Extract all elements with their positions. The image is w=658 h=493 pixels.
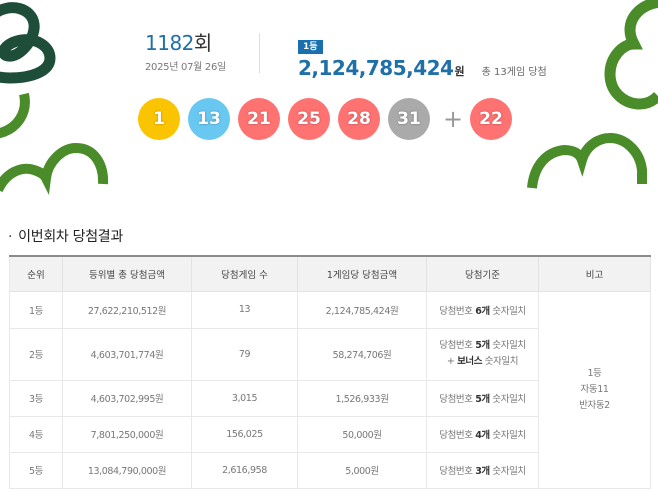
header-rank: 순위 xyxy=(9,256,63,292)
total-amount-cell: 4,603,701,774원 xyxy=(62,327,192,381)
per-game-cell: 5,000원 xyxy=(297,451,427,489)
criteria-count: 5개 xyxy=(475,340,490,351)
criteria-count: 3개 xyxy=(475,466,490,477)
rank-cell: 2등 xyxy=(9,327,63,381)
results-table: 순위 등위별 총 당첨금액 당첨게임 수 1게임당 당첨금액 당첨기준 비고 1… xyxy=(9,255,651,489)
table-row: 1등 27,622,210,512원 13 2,124,785,424원 당첨번… xyxy=(9,290,651,489)
games-cell: 3,015 xyxy=(191,379,298,417)
ball-6: 31 xyxy=(388,98,430,140)
games-cell: 156,025 xyxy=(191,415,298,453)
table-row: 4등 7,801,250,000원 156,025 50,000원 당첨번호 4… xyxy=(9,415,651,453)
ball-2: 13 xyxy=(188,98,230,140)
table-header-row: 순위 등위별 총 당첨금액 당첨게임 수 1게임당 당첨금액 당첨기준 비고 xyxy=(9,256,651,292)
criteria-cell: 당첨번호 4개 숫자일치 xyxy=(426,415,539,453)
first-prize-summary: 1등 2,124,785,424원 총 13게임 당첨 xyxy=(298,34,547,80)
per-game-cell: 1,526,933원 xyxy=(297,379,427,417)
decorative-squiggle-left-icon xyxy=(0,2,109,195)
plus-icon: + xyxy=(442,105,464,133)
total-amount-cell: 4,603,702,995원 xyxy=(62,379,192,417)
section-title-text: 이번회차 당첨결과 xyxy=(18,229,123,245)
criteria-text: 숫자일치 xyxy=(489,466,526,477)
round-suffix: 회 xyxy=(193,31,212,55)
rank-cell: 1등 xyxy=(9,290,63,329)
header-per-game-amount: 1게임당 당첨금액 xyxy=(297,256,427,292)
criteria-cell: 당첨번호 5개 숫자일치 xyxy=(426,379,539,417)
total-amount-cell: 7,801,250,000원 xyxy=(62,415,192,453)
criteria-text: 당첨번호 xyxy=(439,430,476,441)
table-row: 5등 13,084,790,000원 2,616,958 5,000원 당첨번호… xyxy=(9,451,651,489)
header-criteria: 당첨기준 xyxy=(426,256,539,292)
games-cell: 2,616,958 xyxy=(191,451,298,489)
per-game-cell: 58,274,706원 xyxy=(297,327,427,381)
criteria-text: 숫자일치 xyxy=(482,356,519,367)
ball-3: 21 xyxy=(238,98,280,140)
rank-cell: 3등 xyxy=(9,379,63,417)
note-line-1: 1등 xyxy=(587,367,602,379)
bullet-icon: · xyxy=(8,229,13,245)
total-amount-cell: 13,084,790,000원 xyxy=(62,451,192,489)
rank-cell: 4등 xyxy=(9,415,63,453)
rank-cell: 5등 xyxy=(9,451,63,489)
first-prize-badge: 1등 xyxy=(298,40,323,54)
per-game-cell: 50,000원 xyxy=(297,415,427,453)
criteria-count: 5개 xyxy=(475,394,490,405)
criteria-text: + xyxy=(446,356,458,367)
section-title: · 이번회차 당첨결과 xyxy=(8,226,123,246)
draw-date: 2025년 07월 26일 xyxy=(145,62,226,73)
draw-info: 1182회 2025년 07월 26일 xyxy=(145,30,226,73)
header-note: 비고 xyxy=(538,256,651,292)
criteria-text: 당첨번호 xyxy=(439,394,476,405)
note-line-2: 자동11 xyxy=(580,383,609,395)
criteria-bonus: 보너스 xyxy=(457,356,483,367)
games-cell: 13 xyxy=(191,290,298,329)
header-winning-games: 당첨게임 수 xyxy=(191,256,298,292)
games-cell: 79 xyxy=(191,327,298,381)
ball-5: 28 xyxy=(338,98,380,140)
criteria-text: 숫자일치 xyxy=(489,340,526,351)
bonus-ball: 22 xyxy=(470,98,512,140)
criteria-text: 당첨번호 xyxy=(439,305,476,317)
criteria-text: 당첨번호 xyxy=(439,340,476,351)
criteria-cell: 당첨번호 3개 숫자일치 xyxy=(426,451,539,489)
table-row: 2등 4,603,701,774원 79 58,274,706원 당첨번호 5개… xyxy=(9,327,651,381)
first-prize-amount: 2,124,785,424 xyxy=(298,56,454,80)
criteria-cell: 당첨번호 6개 숫자일치 xyxy=(426,290,539,329)
criteria-cell: 당첨번호 5개 숫자일치 + 보너스 숫자일치 xyxy=(426,327,539,381)
ball-4: 25 xyxy=(288,98,330,140)
ball-1: 1 xyxy=(138,98,180,140)
round-number-value: 1182 xyxy=(145,31,194,55)
criteria-text: 당첨번호 xyxy=(439,466,476,477)
note-cell: 1등 자동11 반자동2 xyxy=(538,290,651,489)
criteria-text: 숫자일치 xyxy=(489,305,526,317)
criteria-count: 6개 xyxy=(475,305,490,317)
decorative-cloud-right-icon xyxy=(527,0,658,189)
first-prize-currency: 원 xyxy=(454,65,465,78)
header-total-amount: 등위별 총 당첨금액 xyxy=(62,256,192,292)
first-prize-games: 총 13게임 당첨 xyxy=(481,67,547,78)
winning-numbers: 1 13 21 25 28 31 + 22 xyxy=(138,98,520,140)
round-number: 1182회 xyxy=(145,30,226,56)
criteria-count: 4개 xyxy=(475,430,490,441)
criteria-text: 숫자일치 xyxy=(489,394,526,405)
criteria-text: 숫자일치 xyxy=(489,430,526,441)
note-line-3: 반자동2 xyxy=(579,399,610,411)
header-divider xyxy=(259,33,260,73)
total-amount-cell: 27,622,210,512원 xyxy=(62,290,192,329)
per-game-cell: 2,124,785,424원 xyxy=(297,290,427,329)
